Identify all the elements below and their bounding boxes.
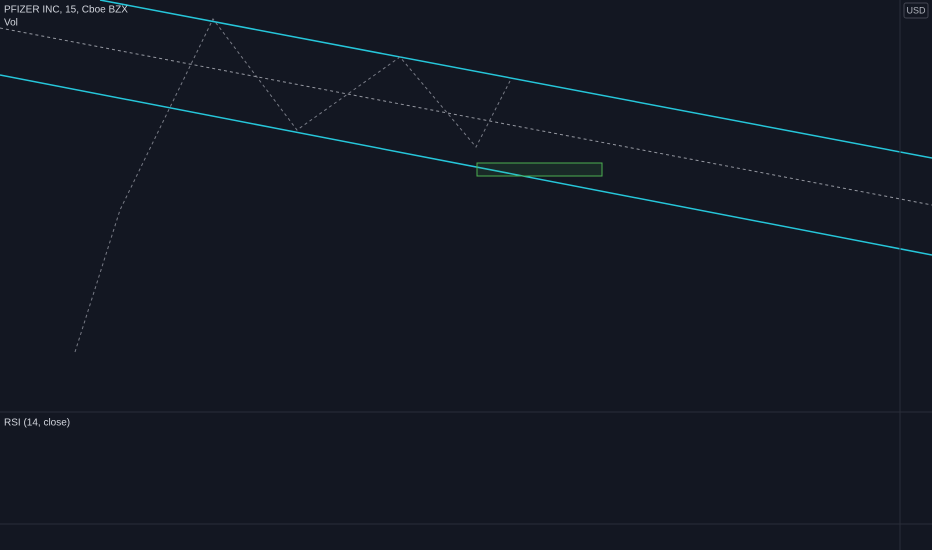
fib-box: [476, 162, 603, 177]
channel-upper: [99, 0, 932, 159]
symbol: PFIZER INC, 15, Cboe BZX: [4, 5, 128, 16]
fib-path: [74, 18, 511, 353]
channel-mid: [0, 27, 932, 206]
currency[interactable]: USD: [906, 5, 926, 15]
volume-label: Vol: [4, 18, 18, 29]
channel-lower: [0, 74, 932, 256]
currency-box[interactable]: [903, 2, 929, 19]
rsi-title: RSI (14, close): [4, 418, 70, 429]
